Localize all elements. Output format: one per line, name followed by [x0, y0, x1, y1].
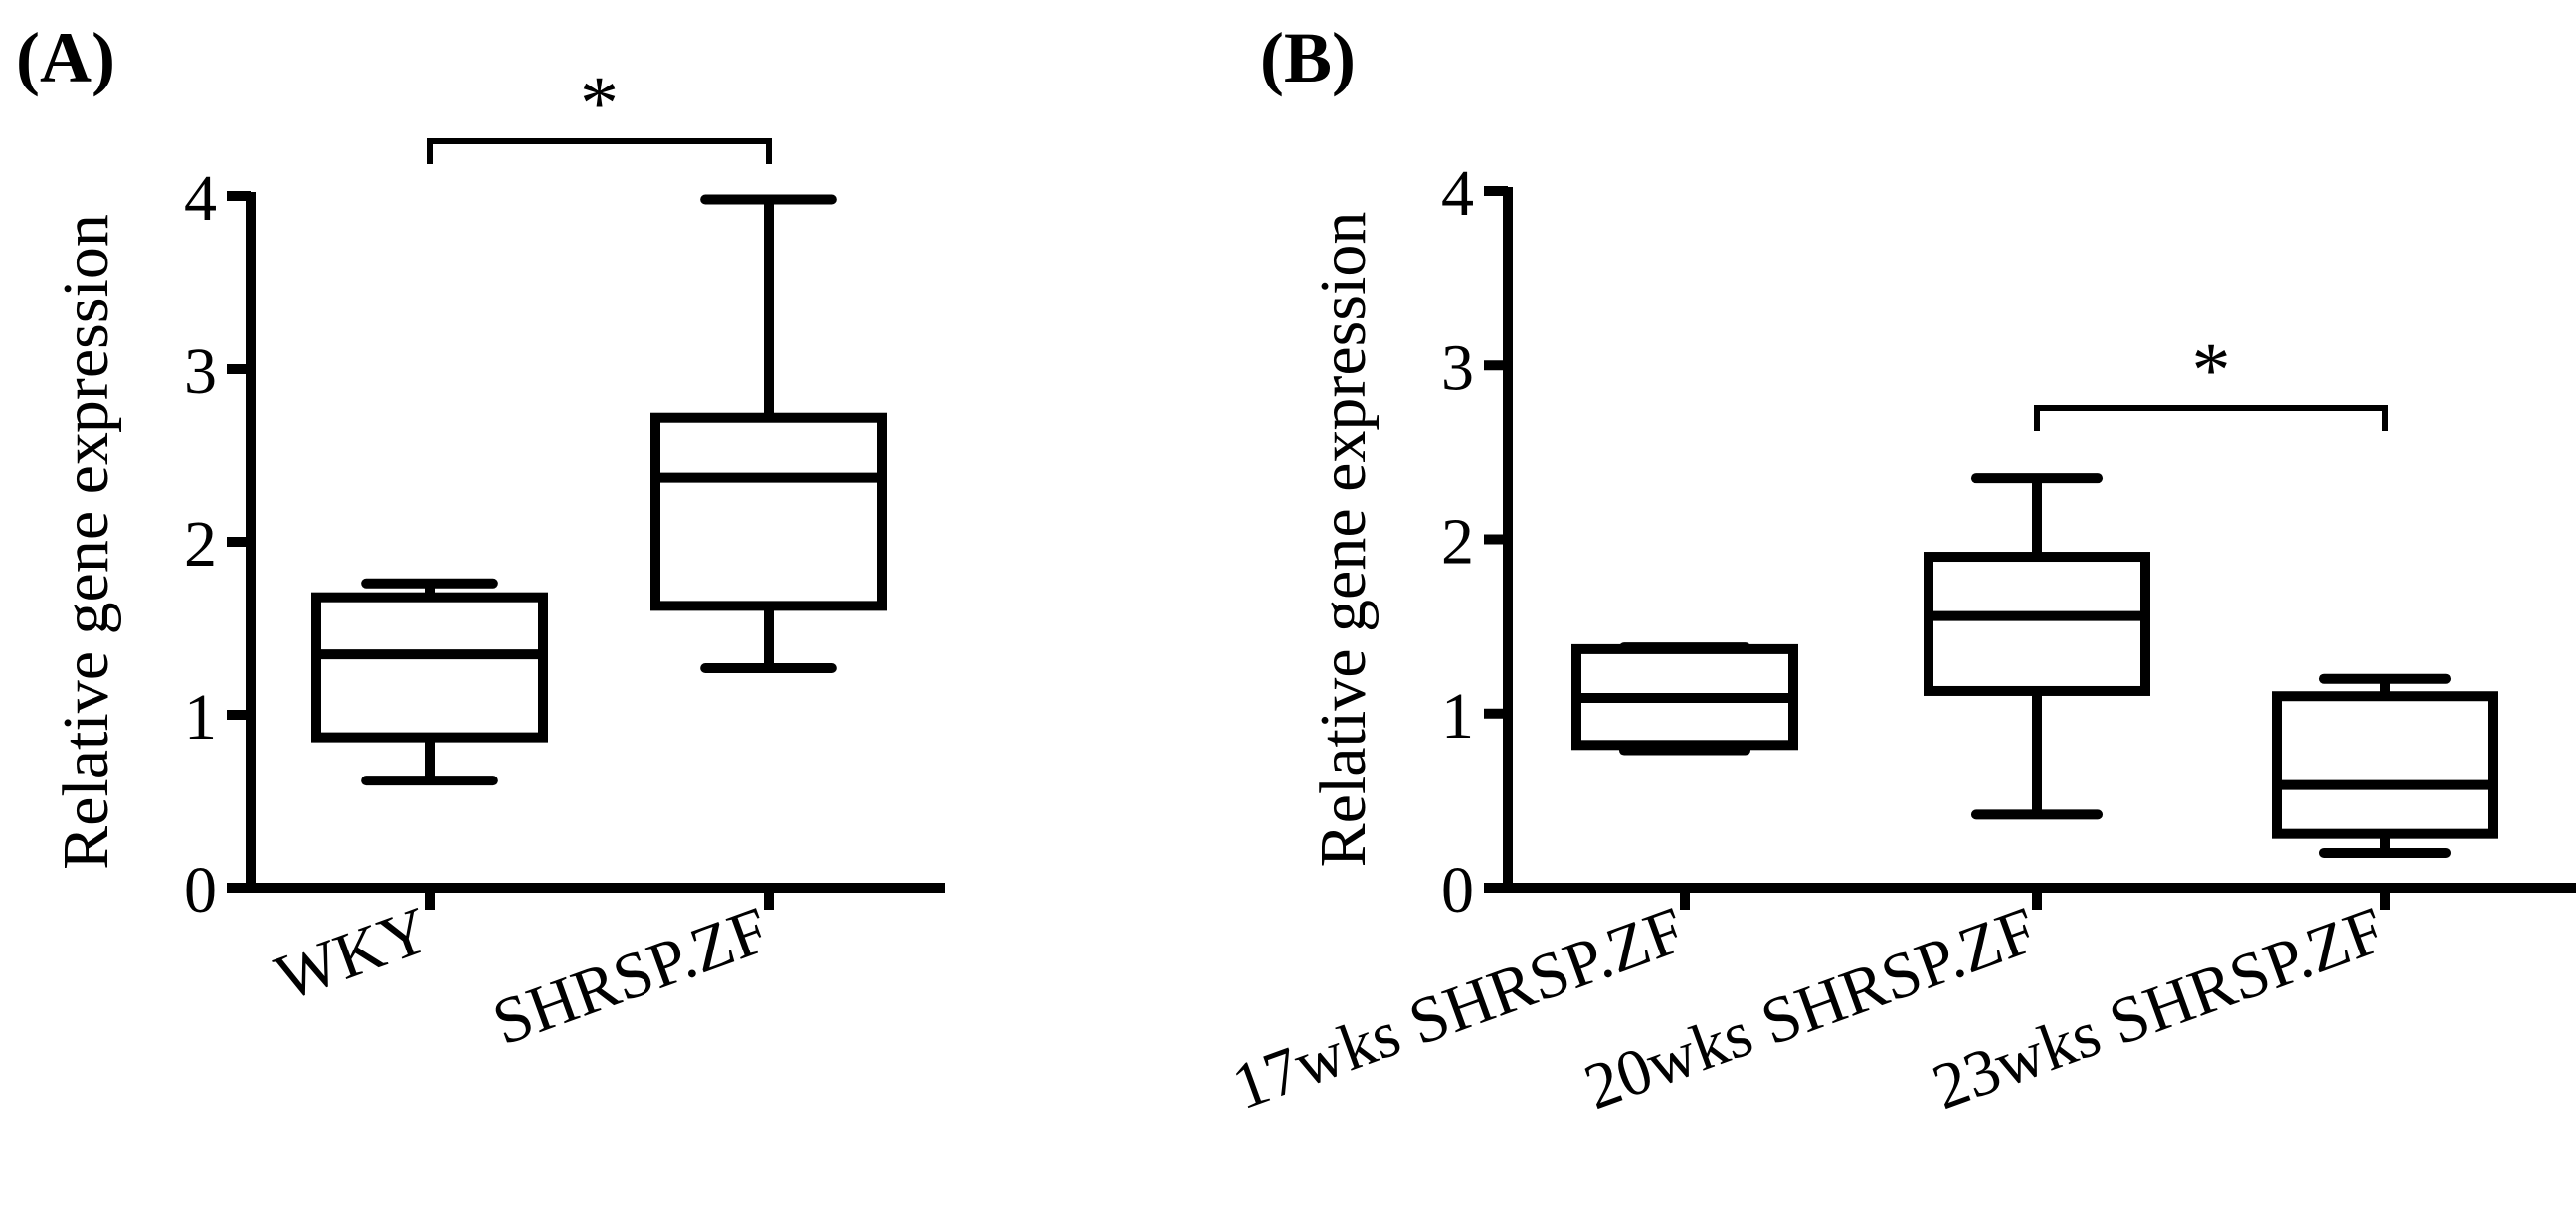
y-tick-label: 4 — [1441, 157, 1474, 230]
box-wky — [311, 578, 548, 786]
chart-panel-a: (A) Relative gene expression 0 1 2 3 4 WKY SHRSP… — [16, 18, 945, 1060]
y-tick-label: 3 — [1441, 331, 1474, 404]
significance-label: * — [580, 60, 619, 146]
y-tick-label: 0 — [1441, 854, 1474, 927]
significance-bracket — [427, 138, 772, 164]
iqr-box — [650, 412, 887, 611]
panel-label: (B) — [1260, 18, 1356, 97]
box-17wks-shrsp-zf — [1571, 642, 1798, 756]
x-tick-label: WKY — [267, 893, 439, 1015]
y-axis-title: Relative gene expression — [50, 214, 122, 870]
iqr-box — [311, 592, 548, 743]
iqr-box — [2272, 691, 2498, 839]
y-tick-label: 2 — [184, 508, 217, 581]
y-tick-label: 3 — [184, 335, 217, 408]
y-axis-title: Relative gene expression — [1307, 212, 1380, 868]
box-shrsp-zf — [650, 194, 887, 674]
iqr-box — [1924, 552, 2150, 696]
y-tick-label: 1 — [184, 681, 217, 754]
panel-label: (A) — [16, 18, 115, 97]
x-tick-label: SHRSP.ZF — [484, 893, 779, 1059]
significance-bracket — [2034, 405, 2388, 431]
significance-label: * — [2192, 326, 2231, 413]
box-20wks-shrsp-zf — [1924, 473, 2150, 820]
y-tick-label: 0 — [184, 854, 217, 927]
y-tick-label: 4 — [184, 162, 217, 235]
y-tick-label: 2 — [1441, 506, 1474, 579]
y-tick-label: 1 — [1441, 680, 1474, 753]
box-23wks-shrsp-zf — [2272, 673, 2498, 858]
